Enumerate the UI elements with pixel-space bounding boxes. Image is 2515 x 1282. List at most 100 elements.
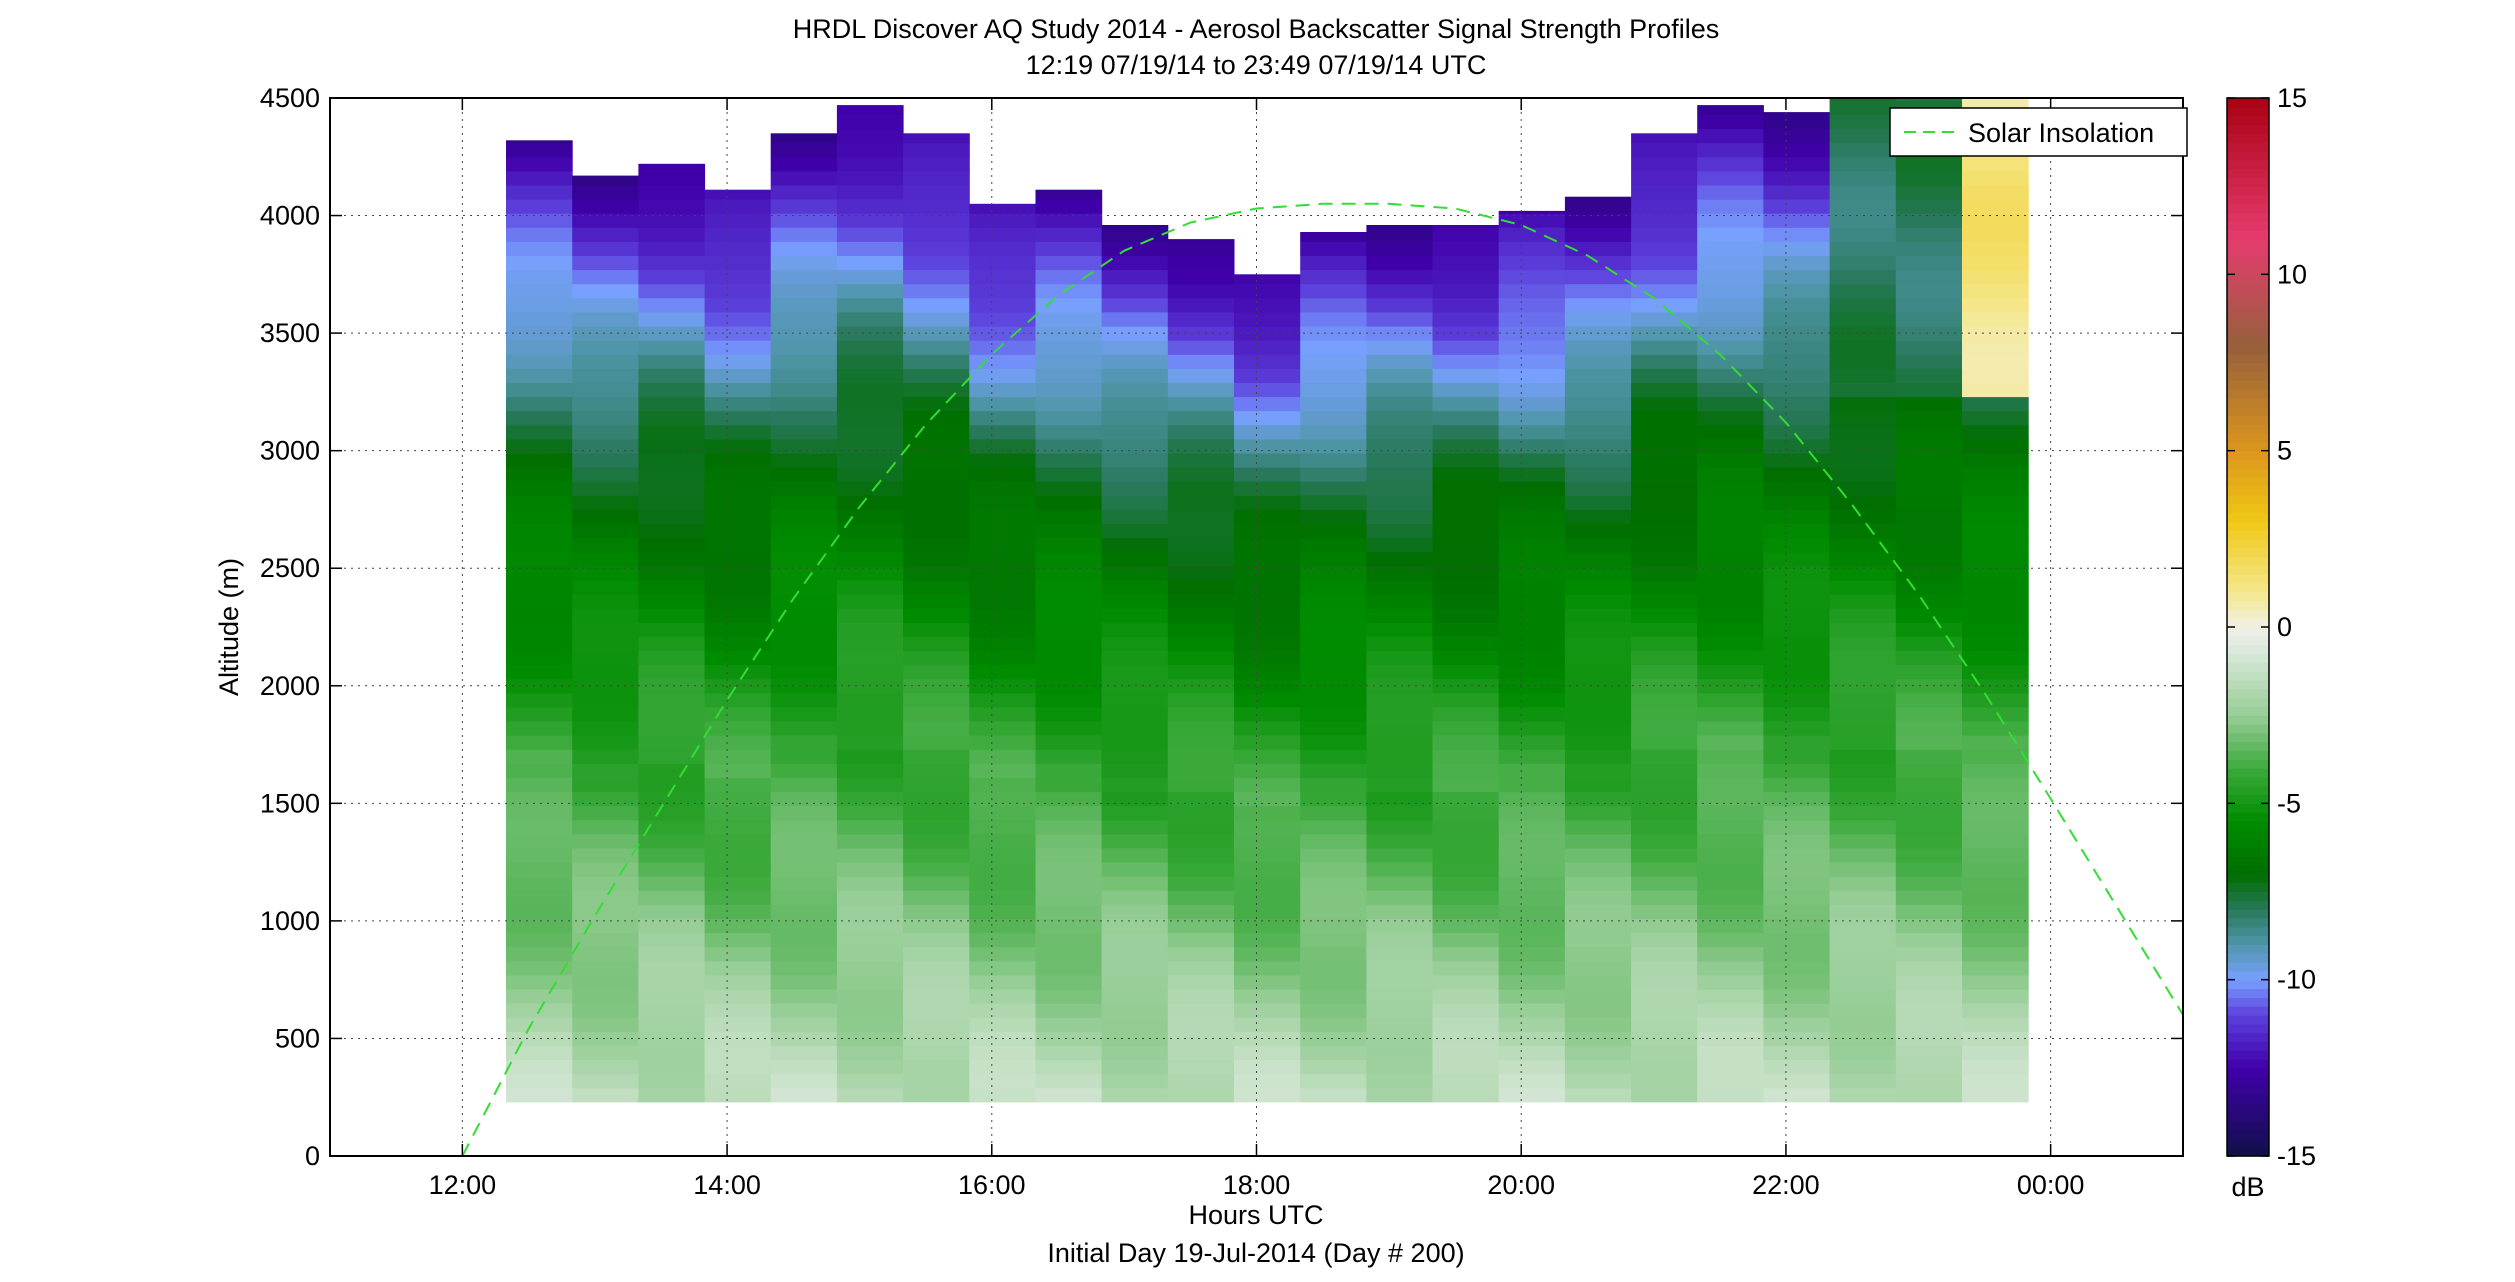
heatmap-cell bbox=[1167, 410, 1235, 426]
heatmap-cell bbox=[1300, 636, 1367, 651]
heatmap-cell bbox=[572, 960, 639, 976]
heatmap-cell bbox=[1035, 453, 1103, 468]
heatmap-cell bbox=[638, 932, 706, 948]
heatmap-cell bbox=[1035, 636, 1103, 651]
heatmap-cell bbox=[1300, 989, 1367, 1004]
heatmap-cell bbox=[1035, 1045, 1103, 1061]
heatmap-cell bbox=[638, 706, 706, 722]
heatmap-cell bbox=[1564, 255, 1632, 271]
heatmap-layer bbox=[506, 98, 2029, 1103]
colorbar-strip bbox=[2227, 221, 2269, 231]
heatmap-cell bbox=[1167, 749, 1235, 764]
heatmap-cell bbox=[1631, 481, 1698, 496]
heatmap-cell bbox=[903, 396, 970, 412]
heatmap-cell bbox=[836, 819, 904, 835]
heatmap-cell bbox=[1763, 128, 1831, 144]
heatmap-cell bbox=[1101, 551, 1169, 567]
heatmap-cell bbox=[1035, 283, 1103, 299]
heatmap-cell bbox=[770, 156, 838, 172]
heatmap-cell bbox=[1234, 1059, 1301, 1075]
heatmap-cell bbox=[1366, 1073, 1434, 1089]
heatmap-cell bbox=[1895, 989, 1963, 1004]
heatmap-column bbox=[1564, 196, 1632, 1103]
heatmap-cell bbox=[1763, 509, 1831, 524]
heatmap-cell bbox=[1234, 312, 1301, 327]
heatmap-cell bbox=[1763, 112, 1831, 115]
heatmap-cell bbox=[572, 1073, 639, 1089]
heatmap-cell bbox=[1564, 1045, 1632, 1061]
heatmap-cell bbox=[1366, 975, 1434, 990]
heatmap-cell bbox=[1300, 1045, 1367, 1061]
heatmap-cell bbox=[1432, 848, 1500, 863]
heatmap-cell bbox=[770, 199, 838, 214]
heatmap-cell bbox=[1829, 819, 1897, 835]
heatmap-cell bbox=[1829, 763, 1897, 778]
heatmap-cell bbox=[1763, 580, 1831, 595]
heatmap-cell bbox=[1101, 932, 1169, 948]
heatmap-cell bbox=[1167, 975, 1235, 990]
heatmap-cell bbox=[1366, 225, 1434, 228]
heatmap-cell bbox=[1498, 241, 1566, 256]
heatmap-cell bbox=[1962, 269, 2029, 285]
heatmap-cell bbox=[1895, 410, 1963, 426]
heatmap-cell bbox=[1498, 622, 1566, 637]
heatmap-cell bbox=[1498, 890, 1566, 905]
heatmap-cell bbox=[1101, 622, 1169, 637]
heatmap-cell bbox=[704, 467, 772, 482]
heatmap-cell bbox=[1564, 396, 1632, 412]
heatmap-cell bbox=[572, 396, 639, 412]
heatmap-cell bbox=[506, 580, 573, 595]
colorbar-strip bbox=[2227, 1023, 2269, 1034]
heatmap-cell bbox=[1697, 105, 1764, 115]
heatmap-cell bbox=[903, 735, 970, 750]
heatmap-cell bbox=[572, 862, 639, 877]
heatmap-cell bbox=[704, 848, 772, 863]
colorbar-strip bbox=[2227, 309, 2269, 319]
heatmap-cell bbox=[1962, 551, 2029, 567]
heatmap-cell bbox=[1895, 678, 1963, 694]
heatmap-cell bbox=[1167, 509, 1235, 524]
heatmap-cell bbox=[903, 1059, 970, 1075]
heatmap-cell bbox=[1366, 706, 1434, 722]
heatmap-cell bbox=[969, 424, 1036, 440]
heatmap-cell bbox=[1498, 551, 1566, 567]
heatmap-cell bbox=[1763, 763, 1831, 778]
heatmap-cell bbox=[1763, 833, 1831, 849]
heatmap-cell bbox=[1432, 495, 1500, 510]
heatmap-cell bbox=[1035, 975, 1103, 990]
heatmap-column bbox=[1763, 112, 1831, 1103]
heatmap-cell bbox=[1498, 213, 1566, 228]
heatmap-cell bbox=[1234, 297, 1301, 313]
heatmap-cell bbox=[1432, 537, 1500, 553]
heatmap-cell bbox=[770, 185, 838, 200]
heatmap-cell bbox=[1962, 622, 2029, 637]
colorbar-strip bbox=[2227, 494, 2269, 505]
heatmap-cell bbox=[1962, 791, 2029, 807]
heatmap-cell bbox=[1101, 594, 1169, 609]
heatmap-cell bbox=[903, 410, 970, 426]
heatmap-cell bbox=[903, 283, 970, 299]
heatmap-cell bbox=[1498, 918, 1566, 934]
heatmap-cell bbox=[903, 467, 970, 482]
heatmap-cell bbox=[572, 721, 639, 736]
heatmap-cell bbox=[1697, 481, 1764, 496]
heatmap-cell bbox=[1895, 283, 1963, 299]
heatmap-cell bbox=[1498, 210, 1566, 214]
heatmap-cell bbox=[1167, 283, 1235, 299]
heatmap-cell bbox=[1101, 1017, 1169, 1032]
heatmap-cell bbox=[1895, 805, 1963, 821]
heatmap-cell bbox=[1300, 410, 1367, 426]
colorbar-strip bbox=[2227, 794, 2269, 804]
heatmap-cell bbox=[1300, 326, 1367, 341]
heatmap-cell bbox=[1631, 721, 1698, 736]
heatmap-cell bbox=[572, 537, 639, 553]
heatmap-cell bbox=[770, 368, 838, 383]
heatmap-cell bbox=[506, 326, 573, 341]
heatmap-cell bbox=[770, 706, 838, 722]
heatmap-cell bbox=[572, 975, 639, 990]
colorbar-strip bbox=[2227, 362, 2269, 372]
heatmap-cell bbox=[770, 509, 838, 524]
heatmap-cell bbox=[1962, 876, 2029, 891]
heatmap-cell bbox=[1697, 170, 1764, 186]
heatmap-cell bbox=[1101, 297, 1169, 313]
